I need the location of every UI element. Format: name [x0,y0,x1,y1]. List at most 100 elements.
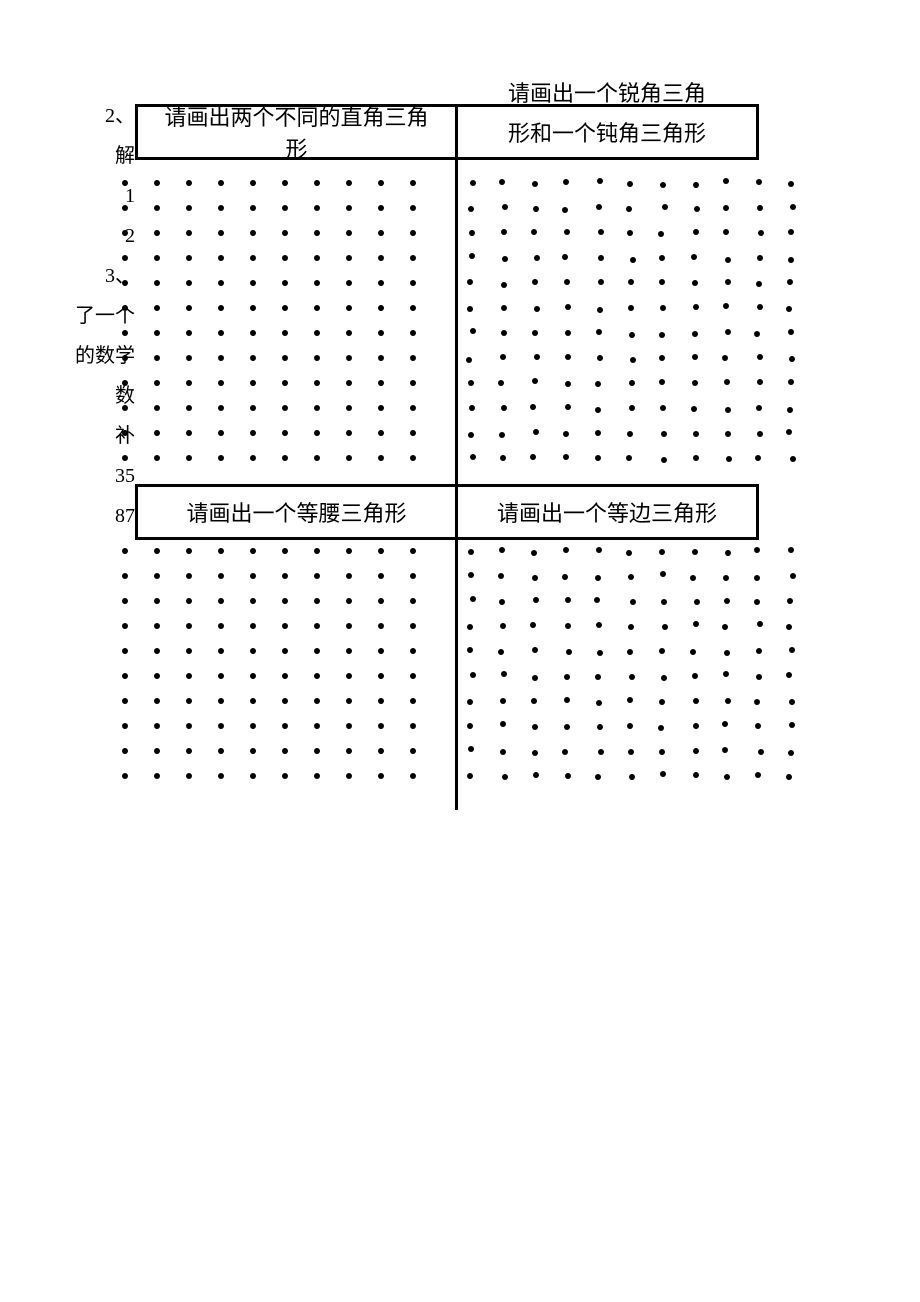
grid-dot [565,623,571,629]
grid-dot [378,648,384,654]
grid-dot [533,772,539,778]
grid-dot [562,749,568,755]
grid-dot [627,230,633,236]
grid-dot [790,204,796,210]
grid-dot [502,256,508,262]
grid-dot [630,599,636,605]
grid-dot [186,230,192,236]
grid-dot [467,279,473,285]
grid-dot [500,455,506,461]
grid-dot [468,746,474,752]
grid-dot [468,572,474,578]
grid-dot [154,698,160,704]
grid-dot [250,698,256,704]
grid-dot [534,354,540,360]
grid-dot [314,773,320,779]
grid-dot [186,280,192,286]
grid-dot [346,773,352,779]
grid-dot [469,253,475,259]
grid-dot [218,673,224,679]
grid-dot [562,574,568,580]
grid-dot [410,698,416,704]
grid-dot [314,305,320,311]
grid-dot [154,430,160,436]
grid-dot [628,279,634,285]
instruction-bottom-right: 请画出一个等边三角形 [455,484,759,540]
grid-dot [595,430,601,436]
grid-dot [500,721,506,727]
grid-dot [346,455,352,461]
grid-dot [250,355,256,361]
grid-dot [564,724,570,730]
grid-dot [661,457,667,463]
grid-dot [469,405,475,411]
grid-dot [154,230,160,236]
grid-dot [597,724,603,730]
grid-dot [757,255,763,261]
grid-dot [627,723,633,729]
grid-dot [122,748,128,754]
grid-dot [410,305,416,311]
grid-dot [563,431,569,437]
instruction-top-right-line2: 形和一个钝角三角形 [455,104,759,160]
grid-dot [218,255,224,261]
grid-dot [314,673,320,679]
grid-dot [660,182,666,188]
grid-dot [725,431,731,437]
grid-dot [186,330,192,336]
grid-dot [154,205,160,211]
grid-dot [314,723,320,729]
grid-dot [564,279,570,285]
grid-dot [757,304,763,310]
grid-dot [500,354,506,360]
grid-dot [410,205,416,211]
grid-dot [531,229,537,235]
grid-dot [566,649,572,655]
grid-dot [661,675,667,681]
grid-dot [790,456,796,462]
grid-dot [754,599,760,605]
grid-dot [282,230,288,236]
grid-dot [346,648,352,654]
grid-dot [565,597,571,603]
grid-dot [122,698,128,704]
grid-dot [346,748,352,754]
grid-dot [598,749,604,755]
grid-dot [378,748,384,754]
grid-dot [218,430,224,436]
grid-dot [218,305,224,311]
grid-dot [786,672,792,678]
grid-dot [122,280,128,286]
grid-dot [314,430,320,436]
grid-dot [314,548,320,554]
grid-dot [597,307,603,313]
grid-dot [693,455,699,461]
grid-dot [530,454,536,460]
grid-dot [627,697,633,703]
grid-dot [562,254,568,260]
grid-dot [724,379,730,385]
grid-dot [186,598,192,604]
grid-dot [122,330,128,336]
grid-dot [789,356,795,362]
grid-dot [314,698,320,704]
grid-dot [660,571,666,577]
grid-dot [788,547,794,553]
grid-dot [410,748,416,754]
grid-dot [532,750,538,756]
grid-dot [282,305,288,311]
grid-dot [659,332,665,338]
grid-dot [659,355,665,361]
grid-dot [565,330,571,336]
grid-dot [724,598,730,604]
grid-dot [758,749,764,755]
grid-dot [282,573,288,579]
grid-dot [250,723,256,729]
grid-dot [218,698,224,704]
grid-dot [410,405,416,411]
grid-dot [758,230,764,236]
grid-dot [756,405,762,411]
grid-dot [218,723,224,729]
grid-dot [346,205,352,211]
grid-dot [314,648,320,654]
